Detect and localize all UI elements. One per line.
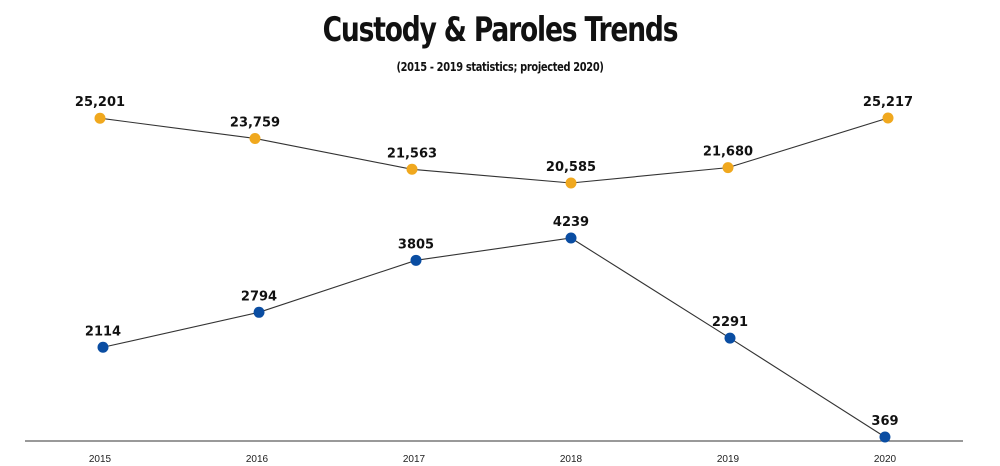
series-2-point	[97, 341, 109, 353]
series-2-point	[253, 306, 265, 318]
series-1-point	[94, 112, 106, 124]
series-2-line	[102, 237, 886, 438]
series-1-point	[722, 162, 734, 174]
x-tick-label: 2016	[246, 454, 269, 465]
data-label: 3805	[398, 237, 434, 252]
data-label: 21,680	[703, 145, 753, 160]
x-tick-label: 2020	[874, 454, 897, 465]
data-label: 4239	[553, 215, 589, 230]
series-1-line	[99, 117, 889, 184]
series-1-point	[882, 112, 894, 124]
chart-subtitle: (2015 - 2019 statistics; projected 2020)	[396, 60, 604, 74]
data-label: 20,585	[546, 160, 596, 175]
data-label: 25,217	[863, 95, 913, 110]
series-1-point	[565, 177, 577, 189]
chart-title: Custody & Paroles Trends	[322, 10, 679, 50]
series-2-point	[724, 332, 736, 344]
x-tick-label: 2018	[560, 454, 583, 465]
series-1-point	[406, 163, 418, 175]
series-1-point	[249, 132, 261, 144]
series-2-point	[410, 254, 422, 266]
series-1: 25,201 23,759 21,563 20,585 21,680 25,217	[75, 95, 913, 189]
x-tick-label: 2015	[89, 454, 112, 465]
x-tick-label: 2017	[403, 454, 426, 465]
series-2-point	[879, 431, 891, 443]
data-label: 369	[871, 414, 898, 429]
data-label: 2114	[85, 324, 121, 339]
series-2: 2114 2794 3805 4239 2291 369	[85, 215, 899, 443]
x-tick-label: 2019	[717, 454, 740, 465]
data-label: 2794	[241, 289, 277, 304]
data-label: 2291	[712, 315, 748, 330]
series-2-point	[565, 232, 577, 244]
data-label: 25,201	[75, 95, 125, 110]
data-label: 21,563	[387, 146, 437, 161]
data-label: 23,759	[230, 115, 280, 130]
